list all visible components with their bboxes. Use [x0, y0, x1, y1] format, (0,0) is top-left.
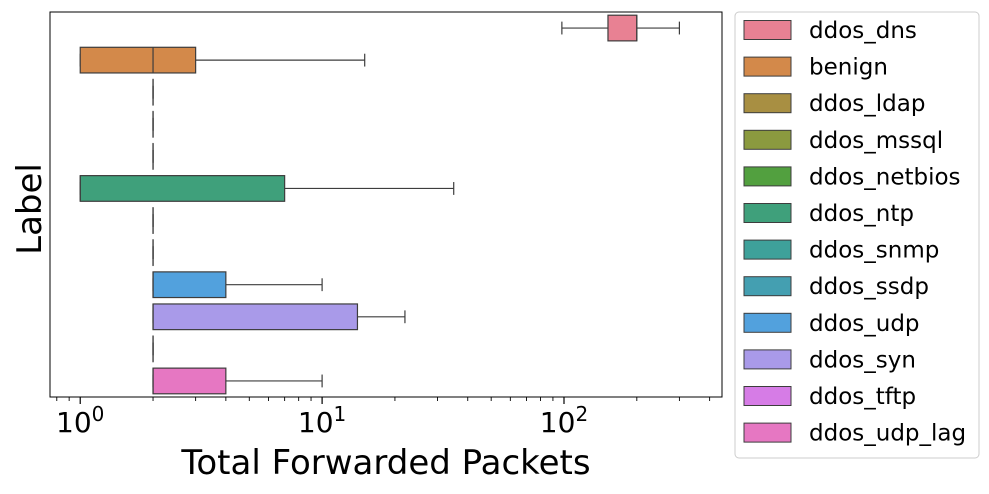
legend-swatch: [744, 350, 791, 369]
x-axis: 100 101 102: [56, 397, 710, 439]
box-body: [608, 15, 637, 41]
legend-label: ddos_netbios: [809, 164, 961, 190]
legend-swatch: [744, 387, 791, 406]
legend-label: ddos_udp: [809, 311, 920, 337]
box-body: [153, 368, 226, 394]
x-tick-label: 101: [298, 402, 346, 439]
legend-label: ddos_udp_lag: [809, 421, 966, 447]
legend-swatch: [744, 204, 791, 223]
legend-swatch: [744, 167, 791, 186]
legend-label: ddos_snmp: [809, 238, 939, 264]
legend-swatch: [744, 21, 791, 40]
box-body: [153, 272, 226, 298]
legend-label: ddos_syn: [809, 347, 916, 373]
box-body: [80, 176, 284, 202]
legend-swatch: [744, 240, 791, 259]
legend-swatch: [744, 57, 791, 76]
legend-swatch: [744, 277, 791, 296]
legend-label: benign: [809, 55, 888, 81]
legend-swatch: [744, 423, 791, 442]
box-body: [153, 304, 357, 330]
legend-label: ddos_ldap: [809, 91, 925, 117]
legend-swatch: [744, 130, 791, 149]
x-tick-label: 100: [56, 402, 104, 439]
box-body: [80, 47, 195, 73]
legend-swatch: [744, 313, 791, 332]
legend-label: ddos_ssdp: [809, 274, 929, 300]
x-axis-label: Total Forwarded Packets: [180, 443, 590, 483]
legend-swatch: [744, 94, 791, 113]
legend-label: ddos_dns: [809, 18, 917, 44]
legend-label: ddos_mssql: [809, 128, 943, 154]
x-tick-label: 102: [540, 402, 588, 439]
y-axis-label: Label: [10, 163, 50, 255]
legend-label: ddos_ntp: [809, 201, 914, 227]
legend-label: ddos_tftp: [809, 384, 916, 410]
